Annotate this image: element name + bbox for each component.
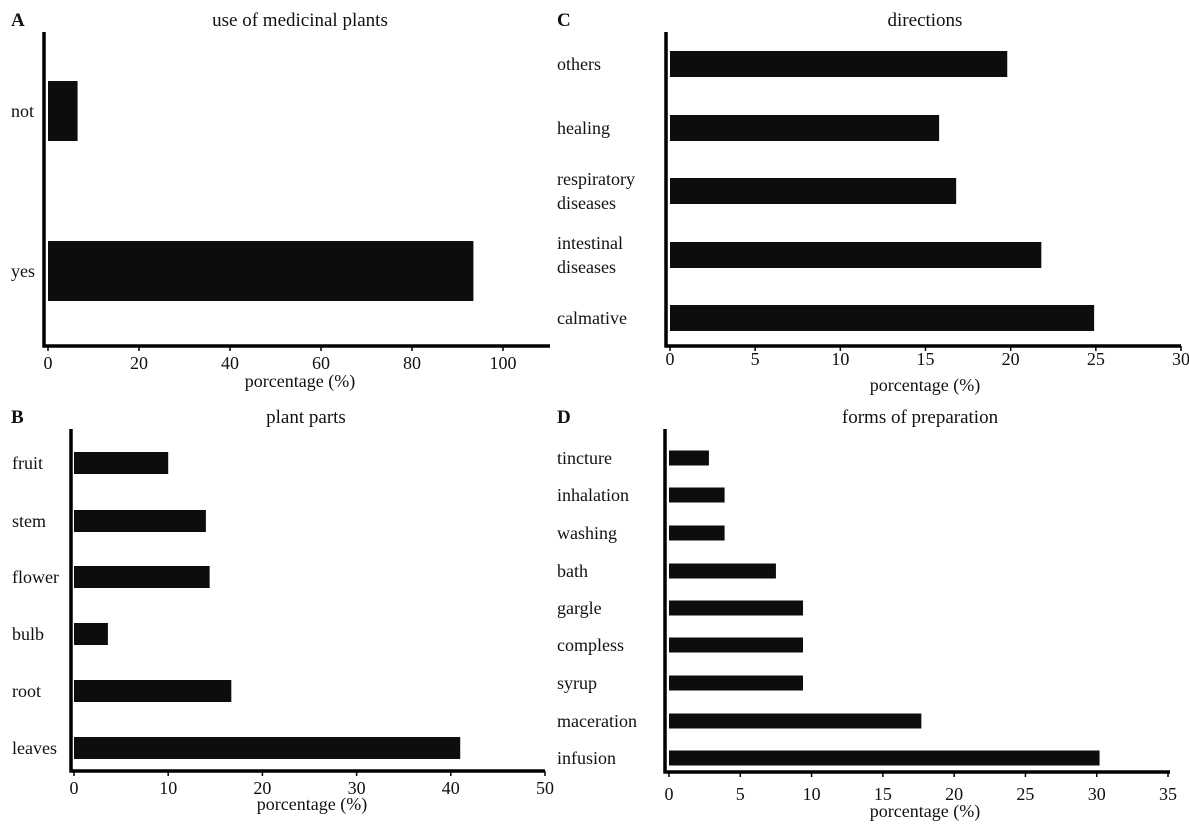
- bar: [670, 51, 1008, 77]
- bar: [74, 510, 206, 532]
- x-tick-label: 35: [1159, 784, 1177, 804]
- x-tick-label: 5: [736, 784, 745, 804]
- x-tick-label: 40: [442, 778, 460, 798]
- x-tick-label: 0: [70, 778, 79, 798]
- category-label: inhalation: [557, 485, 629, 505]
- panel-letter: D: [557, 407, 571, 428]
- category-label: maceration: [557, 711, 637, 731]
- x-tick-label: 50: [536, 778, 554, 798]
- bar: [74, 623, 108, 645]
- category-label: bath: [557, 561, 588, 581]
- x-tick-label: 0: [44, 353, 53, 373]
- x-tick-label: 20: [945, 784, 963, 804]
- category-label: root: [12, 681, 41, 701]
- x-axis-label: porcentage (%): [870, 375, 980, 396]
- x-tick-label: 80: [403, 353, 421, 373]
- x-tick-label: 0: [666, 349, 675, 369]
- category-label: compless: [557, 635, 624, 655]
- category-label: stem: [12, 511, 46, 531]
- x-tick-label: 30: [348, 778, 366, 798]
- bar: [670, 242, 1042, 268]
- x-tick-label: 15: [917, 349, 935, 369]
- x-axis-label: porcentage (%): [257, 794, 367, 815]
- bar: [669, 450, 709, 466]
- x-tick-label: 30: [1088, 784, 1106, 804]
- panel-letter: B: [11, 407, 24, 428]
- category-label: washing: [557, 523, 617, 543]
- x-tick-label: 30: [1172, 349, 1189, 369]
- category-label: intestinal: [557, 233, 623, 253]
- category-label: tincture: [557, 448, 612, 468]
- x-tick-label: 60: [312, 353, 330, 373]
- x-tick-label: 10: [159, 778, 177, 798]
- category-label: fruit: [12, 453, 43, 473]
- panel-letter: C: [557, 10, 571, 31]
- bar: [74, 452, 169, 474]
- bar: [670, 178, 957, 204]
- category-label: bulb: [12, 624, 44, 644]
- bar: [74, 566, 210, 588]
- x-tick-label: 20: [1002, 349, 1020, 369]
- category-label: calmative: [557, 308, 627, 328]
- category-label: yes: [11, 261, 35, 281]
- category-label: syrup: [557, 673, 597, 693]
- bar: [48, 241, 474, 301]
- x-tick-label: 15: [874, 784, 892, 804]
- category-label: not: [11, 101, 34, 121]
- bar: [74, 737, 461, 759]
- category-label: diseases: [557, 193, 616, 213]
- bar: [48, 81, 78, 141]
- x-axis-label: porcentage (%): [870, 801, 980, 822]
- x-tick-label: 40: [221, 353, 239, 373]
- category-label: flower: [12, 567, 59, 587]
- category-label: infusion: [557, 748, 616, 768]
- bar: [669, 637, 804, 653]
- x-tick-label: 100: [490, 353, 517, 373]
- bar: [670, 115, 940, 141]
- category-label: gargle: [557, 598, 602, 618]
- category-label: leaves: [12, 738, 57, 758]
- chart-title: forms of preparation: [842, 407, 999, 428]
- x-tick-label: 10: [831, 349, 849, 369]
- category-label: healing: [557, 118, 610, 138]
- x-tick-label: 20: [130, 353, 148, 373]
- bar: [670, 305, 1095, 331]
- bar: [669, 525, 725, 541]
- bar: [74, 680, 232, 702]
- panel-letter: A: [11, 10, 25, 31]
- bar: [669, 675, 804, 691]
- x-tick-label: 10: [803, 784, 821, 804]
- chart-title: use of medicinal plants: [212, 10, 388, 31]
- x-tick-label: 25: [1087, 349, 1105, 369]
- x-tick-label: 0: [665, 784, 674, 804]
- category-label: others: [557, 54, 601, 74]
- bar: [669, 600, 804, 616]
- category-label: diseases: [557, 257, 616, 277]
- x-tick-label: 20: [253, 778, 271, 798]
- bar: [669, 563, 776, 579]
- chart-title: directions: [888, 10, 963, 31]
- x-tick-label: 25: [1016, 784, 1034, 804]
- bar: [669, 750, 1100, 766]
- bar: [669, 487, 725, 503]
- category-label: respiratory: [557, 169, 635, 189]
- x-axis-label: porcentage (%): [245, 371, 355, 392]
- bar: [669, 713, 922, 729]
- chart-title: plant parts: [266, 407, 346, 428]
- x-tick-label: 5: [751, 349, 760, 369]
